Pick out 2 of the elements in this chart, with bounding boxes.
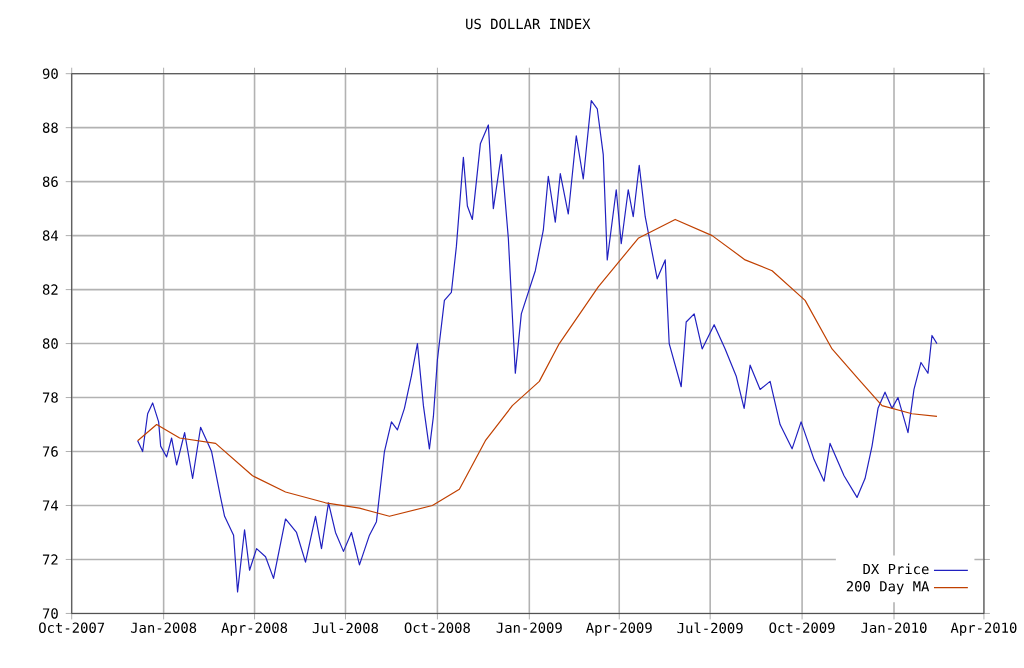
- line-series: [137, 219, 938, 518]
- line-series: [137, 100, 938, 593]
